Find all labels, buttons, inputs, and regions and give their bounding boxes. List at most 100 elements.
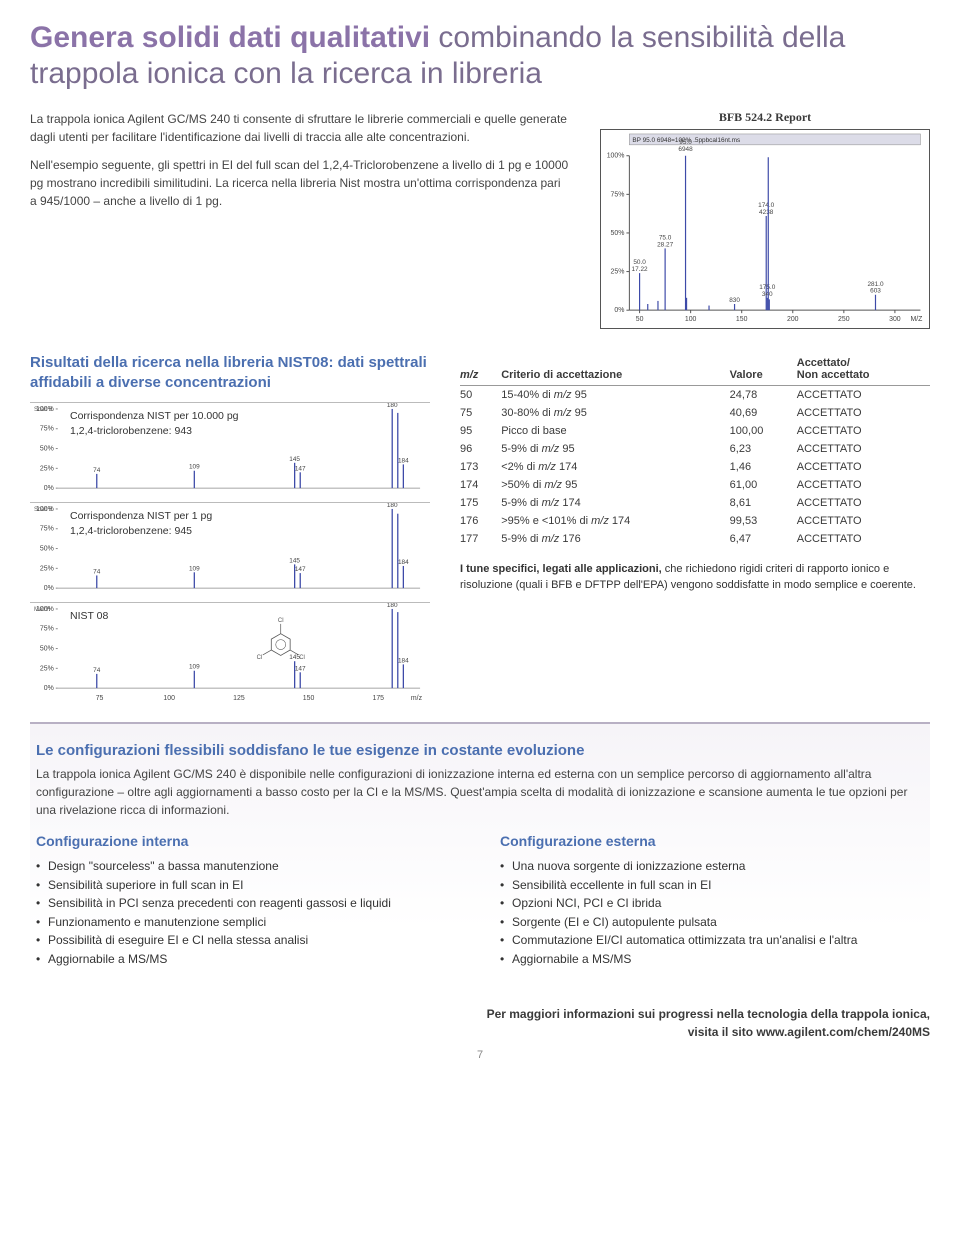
- title-bold: Genera solidi dati qualitativi: [30, 21, 430, 54]
- svg-text:0%: 0%: [44, 585, 54, 592]
- svg-text:74: 74: [93, 667, 101, 674]
- svg-text:147: 147: [295, 566, 306, 573]
- svg-text:50%: 50%: [40, 546, 54, 553]
- svg-text:50: 50: [636, 316, 644, 323]
- svg-text:109: 109: [189, 464, 200, 471]
- svg-text:175: 175: [372, 695, 384, 702]
- footer-line1: Per maggiori informazioni sui progressi …: [487, 1007, 930, 1021]
- tune-note-bold: I tune specifici, legati alle applicazio…: [460, 563, 662, 575]
- list-item: Aggiornabile a MS/MS: [500, 950, 924, 969]
- svg-text:25%: 25%: [40, 665, 54, 672]
- list-item: Una nuova sorgente di ionizzazione ester…: [500, 857, 924, 876]
- spectrum-panel: Scan 60%25%50%75%100%74109145147180184Co…: [30, 502, 430, 602]
- svg-text:74: 74: [93, 568, 101, 575]
- acceptance-table: m/zCriterio di accettazioneValoreAccetta…: [460, 353, 930, 548]
- svg-text:74: 74: [93, 467, 101, 474]
- svg-text:150: 150: [736, 316, 748, 323]
- svg-text:25%: 25%: [40, 465, 54, 472]
- config-internal-title: Configurazione interna: [36, 833, 460, 849]
- svg-text:4238: 4238: [759, 209, 774, 216]
- svg-text:25%: 25%: [611, 269, 625, 276]
- svg-text:75%: 75%: [40, 426, 54, 433]
- spectrum-panel: Scan 60%25%50%75%100%74109145147180184Co…: [30, 402, 430, 502]
- table-row: 1755-9% di m/z 1748,61ACCETTATO: [460, 494, 930, 512]
- svg-text:100: 100: [685, 316, 697, 323]
- config-para: La trappola ionica Agilent GC/MS 240 è d…: [36, 765, 924, 819]
- svg-text:0%: 0%: [44, 485, 54, 492]
- svg-text:184: 184: [398, 457, 409, 464]
- svg-text:180: 180: [387, 603, 398, 609]
- list-item: Commutazione EI/CI automatica ottimizzat…: [500, 931, 924, 950]
- list-item: Design "sourceless" a bassa manutenzione: [36, 857, 460, 876]
- table-row: 7530-80% di m/z 9540,69ACCETTATO: [460, 404, 930, 422]
- svg-text:184: 184: [398, 559, 409, 566]
- svg-text:200: 200: [787, 316, 799, 323]
- config-external-title: Configurazione esterna: [500, 833, 924, 849]
- spectrum-panel: Match0%25%50%75%100%75100125150175m/z741…: [30, 602, 430, 702]
- table-header: Criterio di accettazione: [501, 353, 729, 386]
- list-item: Funzionamento e manutenzione semplici: [36, 913, 460, 932]
- table-row: 95Picco di base100,00ACCETTATO: [460, 422, 930, 440]
- svg-text:6948: 6948: [678, 146, 693, 153]
- svg-text:100%: 100%: [36, 506, 54, 513]
- config-heading: Le configurazioni flessibili soddisfano …: [36, 742, 924, 759]
- svg-text:175.0: 175.0: [759, 284, 775, 291]
- spectrum-label: NIST 08: [70, 609, 108, 624]
- svg-text:25%: 25%: [40, 565, 54, 572]
- svg-text:17.22: 17.22: [632, 266, 648, 273]
- intro-para-2: Nell'esempio seguente, gli spettri in EI…: [30, 156, 570, 210]
- svg-text:100%: 100%: [36, 406, 54, 413]
- table-row: 965-9% di m/z 956,23ACCETTATO: [460, 440, 930, 458]
- svg-text:125: 125: [233, 695, 245, 702]
- bfb-spectrum-chart: BP 95.0 6948=100% .5ppbcal16nt.ms0%25%50…: [600, 129, 930, 329]
- table-row: 1775-9% di m/z 1766,47ACCETTATO: [460, 530, 930, 548]
- svg-text:109: 109: [189, 565, 200, 572]
- svg-text:100%: 100%: [607, 153, 625, 160]
- spectrum-label: Corrispondenza NIST per 1 pg1,2,4-triclo…: [70, 509, 212, 538]
- svg-text:75%: 75%: [40, 526, 54, 533]
- svg-text:75.0: 75.0: [659, 234, 672, 241]
- svg-text:75%: 75%: [40, 626, 54, 633]
- nist-spectra-stack: Scan 60%25%50%75%100%74109145147180184Co…: [30, 402, 430, 702]
- list-item: Sorgente (EI e CI) autopulente pulsata: [500, 913, 924, 932]
- list-item: Possibilità di eseguire EI e CI nella st…: [36, 931, 460, 950]
- table-header: m/z: [460, 353, 501, 386]
- table-header: Valore: [730, 353, 797, 386]
- svg-text:100%: 100%: [36, 606, 54, 613]
- svg-text:M/Z: M/Z: [910, 316, 923, 323]
- svg-text:50%: 50%: [40, 446, 54, 453]
- svg-text:75: 75: [96, 695, 104, 702]
- footer-link[interactable]: www.agilent.com/chem/240MS: [756, 1025, 930, 1039]
- bfb-chart-svg: BP 95.0 6948=100% .5ppbcal16nt.ms0%25%50…: [601, 130, 929, 328]
- list-item: Sensibilità in PCI senza precedenti con …: [36, 894, 460, 913]
- svg-text:100: 100: [163, 695, 175, 702]
- page-title: Genera solidi dati qualitativi combinand…: [30, 20, 930, 92]
- list-item: Sensibilità superiore in full scan in EI: [36, 876, 460, 895]
- table-row: 5015-40% di m/z 9524,78ACCETTATO: [460, 386, 930, 405]
- svg-text:184: 184: [398, 657, 409, 664]
- tune-note: I tune specifici, legati alle applicazio…: [460, 562, 930, 594]
- svg-text:603: 603: [870, 288, 881, 295]
- svg-text:0%: 0%: [44, 685, 54, 692]
- list-item: Opzioni NCI, PCI e CI ibrida: [500, 894, 924, 913]
- svg-text:50%: 50%: [40, 646, 54, 653]
- footer-line2a: visita il sito: [688, 1025, 757, 1039]
- footer: Per maggiori informazioni sui progressi …: [30, 1005, 930, 1041]
- svg-text:150: 150: [303, 695, 315, 702]
- bfb-report-title: BFB 524.2 Report: [600, 110, 930, 125]
- svg-text:109: 109: [189, 664, 200, 671]
- svg-text:145: 145: [289, 456, 300, 463]
- svg-text:50%: 50%: [611, 230, 625, 237]
- svg-text:28.27: 28.27: [657, 241, 673, 248]
- svg-text:147: 147: [295, 665, 306, 672]
- list-item: Aggiornabile a MS/MS: [36, 950, 460, 969]
- spectrum-label: Corrispondenza NIST per 10.000 pg1,2,4-t…: [70, 409, 239, 438]
- config-internal-list: Design "sourceless" a bassa manutenzione…: [36, 857, 460, 969]
- svg-text:300: 300: [889, 316, 901, 323]
- config-external-list: Una nuova sorgente di ionizzazione ester…: [500, 857, 924, 969]
- svg-text:Cl: Cl: [299, 655, 305, 661]
- svg-text:Cl: Cl: [257, 655, 263, 661]
- table-row: 174>50% di m/z 9561,00ACCETTATO: [460, 476, 930, 494]
- svg-text:180: 180: [387, 503, 398, 509]
- svg-text:830: 830: [729, 297, 740, 304]
